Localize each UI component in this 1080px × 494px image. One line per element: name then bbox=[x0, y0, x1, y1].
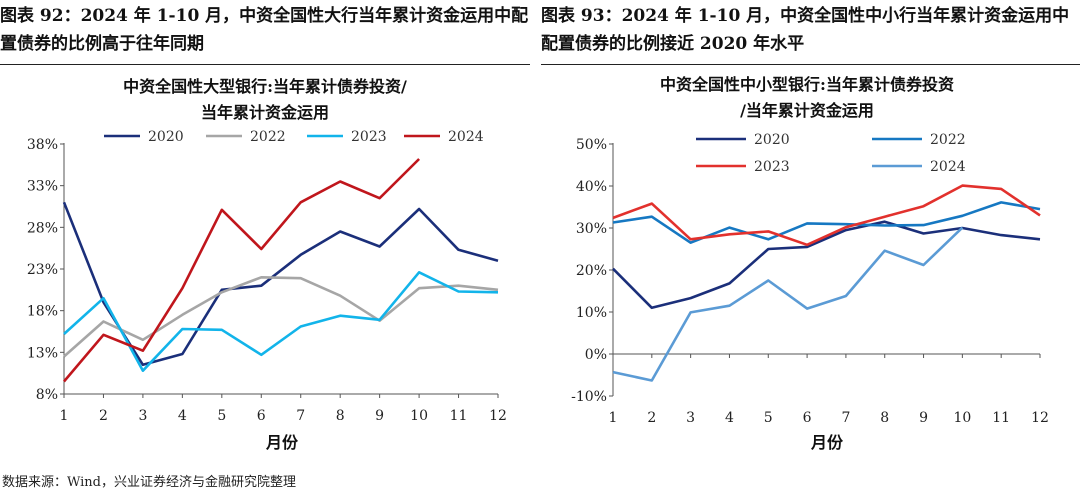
x-tick-label: 11 bbox=[992, 410, 1010, 426]
chart-title-line2: /当年累计资金运用 bbox=[740, 101, 874, 120]
x-tick-label: 6 bbox=[803, 410, 812, 426]
series-line-2020 bbox=[62, 201, 499, 367]
x-tick-label: 10 bbox=[410, 408, 428, 424]
x-tick-label: 3 bbox=[138, 408, 147, 424]
y-tick-label: 8% bbox=[36, 387, 58, 403]
x-tick-label: 3 bbox=[686, 410, 695, 426]
chart-title-line1: 中资全国性中小型银行:当年累计债券投资 bbox=[660, 75, 954, 94]
series-line-2023 bbox=[63, 271, 499, 372]
x-tick-label: 5 bbox=[764, 410, 773, 426]
chart-small-medium-banks: 中资全国性中小型银行:当年累计债券投资 /当年累计资金运用 月份 -10% 0% 1… bbox=[571, 75, 1049, 452]
y-tick-label: 28% bbox=[27, 220, 58, 236]
series-line-2020 bbox=[612, 220, 1041, 310]
x-axis-label: 月份 bbox=[810, 433, 844, 452]
x-axis-label: 月份 bbox=[265, 433, 299, 452]
legend-label-2022: 2022 bbox=[930, 132, 966, 148]
series-line-2023 bbox=[612, 184, 1041, 247]
y-tick-label: 23% bbox=[27, 262, 58, 278]
chart-title-line1: 中资全国性大型银行:当年累计债券投资/ bbox=[123, 77, 407, 96]
y-tick-label: -10% bbox=[571, 389, 607, 405]
x-tick-label: 8 bbox=[336, 408, 345, 424]
y-tick-label: 13% bbox=[27, 345, 58, 361]
x-tick-label: 12 bbox=[489, 408, 507, 424]
figure-title-right: 图表 93：2024 年 1-10 月，中资全国性中小行当年累计资金运用中配置债… bbox=[541, 6, 1070, 54]
x-tick-label: 9 bbox=[919, 410, 928, 426]
x-tick-label: 7 bbox=[296, 408, 305, 424]
x-tick-label: 1 bbox=[60, 408, 69, 424]
data-source-note: 数据来源：Wind，兴业证券经济与金融研究院整理 bbox=[2, 475, 296, 490]
x-tick-label: 10 bbox=[953, 410, 971, 426]
legend-label-2023: 2023 bbox=[351, 129, 387, 145]
y-tick-label: 50% bbox=[576, 137, 607, 153]
x-tick-label: 4 bbox=[178, 408, 187, 424]
series-line-2022 bbox=[612, 201, 1041, 244]
y-tick-label: 0% bbox=[585, 347, 607, 363]
legend-label-2020: 2020 bbox=[754, 132, 790, 148]
title-divider-left bbox=[0, 64, 530, 65]
x-tick-label: 8 bbox=[880, 410, 889, 426]
x-tick-label: 7 bbox=[841, 410, 850, 426]
chart-title-line2: 当年累计资金运用 bbox=[201, 103, 329, 122]
y-tick-label: 18% bbox=[27, 304, 58, 320]
legend-label-2024: 2024 bbox=[930, 159, 966, 175]
chart-large-banks: 中资全国性大型银行:当年累计债券投资/ 当年累计资金运用 月份 8% 13% 18%… bbox=[27, 77, 507, 452]
x-tick-label: 5 bbox=[217, 408, 226, 424]
y-tick-label: 33% bbox=[27, 179, 58, 195]
legend-label-2023: 2023 bbox=[754, 159, 790, 175]
series-line-2022 bbox=[63, 276, 499, 358]
x-tick-label: 2 bbox=[99, 408, 108, 424]
y-tick-label: 40% bbox=[576, 179, 607, 195]
y-tick-label: 30% bbox=[576, 221, 607, 237]
legend-label-2020: 2020 bbox=[148, 129, 184, 145]
x-tick-label: 12 bbox=[1031, 410, 1049, 426]
y-tick-label: 10% bbox=[576, 305, 607, 321]
y-tick-label: 38% bbox=[27, 137, 58, 153]
title-divider-right bbox=[541, 64, 1080, 65]
y-tick-label: 20% bbox=[576, 263, 607, 279]
x-tick-label: 6 bbox=[257, 408, 266, 424]
legend-label-2022: 2022 bbox=[250, 129, 286, 145]
series-line-2024 bbox=[612, 226, 964, 382]
x-tick-label: 1 bbox=[609, 410, 618, 426]
x-tick-label: 2 bbox=[647, 410, 656, 426]
series-line-2024 bbox=[63, 158, 421, 383]
x-tick-label: 4 bbox=[725, 410, 734, 426]
x-tick-label: 9 bbox=[375, 408, 384, 424]
x-tick-label: 11 bbox=[450, 408, 468, 424]
figure-title-left: 图表 92：2024 年 1-10 月，中资全国性大行当年累计资金运用中配置债券… bbox=[0, 6, 529, 54]
legend-label-2024: 2024 bbox=[448, 129, 484, 145]
